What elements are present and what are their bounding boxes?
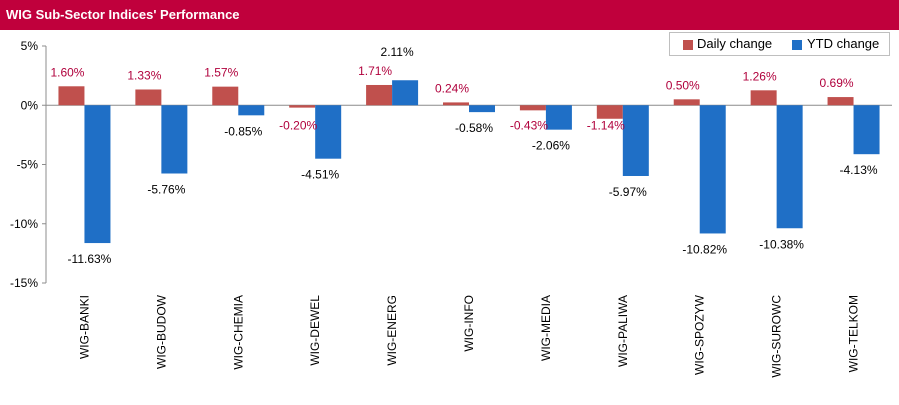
bar-daily-change <box>212 86 239 106</box>
y-tick-label: -5% <box>17 158 39 172</box>
bar-ytd-change <box>622 105 649 176</box>
bar-ytd-change <box>238 105 265 116</box>
bar-daily-change <box>366 84 393 106</box>
bar-ytd-change <box>776 105 803 229</box>
bar-ytd-change <box>545 105 572 130</box>
data-label-daily: 1.60% <box>50 65 84 79</box>
legend-label-ytd: YTD change <box>807 36 880 51</box>
data-label-daily: 1.26% <box>743 69 777 83</box>
data-label-daily: 1.33% <box>127 68 161 82</box>
data-label-daily: 0.69% <box>820 76 854 90</box>
bar-daily-change <box>135 89 162 106</box>
data-label-ytd: -2.06% <box>532 139 570 153</box>
chart-legend: Daily change YTD change <box>669 32 890 56</box>
x-category-label: WIG-CHEMIA <box>231 295 245 370</box>
data-label-ytd: -5.76% <box>147 183 185 197</box>
bar-ytd-change <box>392 80 419 106</box>
x-category-label: WIG-INFO <box>462 295 476 352</box>
data-label-daily: 0.24% <box>435 81 469 95</box>
bar-ytd-change <box>161 105 188 174</box>
y-tick-label: 5% <box>21 39 39 53</box>
bar-daily-change <box>289 105 316 108</box>
chart-title: WIG Sub-Sector Indices' Performance <box>6 7 240 22</box>
data-label-daily: 1.57% <box>204 66 238 80</box>
legend-swatch-ytd <box>792 40 802 50</box>
bar-ytd-change <box>699 105 726 234</box>
bar-daily-change <box>827 97 854 106</box>
x-category-label: WIG-ENERG <box>385 295 399 366</box>
data-label-daily: -0.20% <box>279 118 317 132</box>
data-label-ytd: -10.82% <box>682 242 727 256</box>
bar-ytd-change <box>84 105 111 244</box>
x-category-label: WIG-BANKI <box>77 295 91 359</box>
legend-swatch-daily <box>683 40 693 50</box>
data-label-ytd: -11.63% <box>68 252 112 266</box>
data-label-ytd: 2.11% <box>381 45 414 59</box>
x-category-label: WIG-TELKOM <box>847 295 861 372</box>
y-tick-label: 0% <box>21 98 39 112</box>
bar-daily-change <box>519 105 546 111</box>
x-category-label: WIG-PALIWA <box>616 295 630 367</box>
x-category-label: WIG-DEWEL <box>308 295 322 366</box>
bar-daily-change <box>58 86 85 106</box>
data-label-ytd: -4.13% <box>840 163 878 177</box>
bar-ytd-change <box>315 105 342 159</box>
data-label-daily: -0.43% <box>510 118 548 132</box>
y-tick-label: -10% <box>10 217 38 231</box>
data-label-ytd: -0.85% <box>224 124 262 138</box>
data-label-ytd: -0.58% <box>455 121 493 135</box>
x-category-label: WIG-MEDIA <box>539 295 553 361</box>
x-category-label: WIG-SPOZYW <box>693 294 707 375</box>
data-label-daily: 0.50% <box>666 78 700 92</box>
data-label-daily: 1.71% <box>358 64 392 78</box>
legend-label-daily: Daily change <box>697 36 773 51</box>
bar-daily-change <box>596 105 623 119</box>
data-label-ytd: -4.51% <box>301 168 339 182</box>
x-category-label: WIG-BUDOW <box>154 294 168 369</box>
chart-header: WIG Sub-Sector Indices' Performance <box>0 0 899 30</box>
bar-daily-change <box>443 102 469 106</box>
data-label-ytd: -10.38% <box>759 237 804 251</box>
y-tick-label: -15% <box>10 276 38 290</box>
data-label-daily: -1.14% <box>587 118 625 132</box>
bar-daily-change <box>673 99 700 106</box>
bar-ytd-change <box>469 105 495 113</box>
data-label-ytd: -5.97% <box>609 185 647 199</box>
bar-daily-change <box>750 90 777 106</box>
bar-ytd-change <box>853 105 880 155</box>
x-category-label: WIG-SUROWC <box>770 295 784 378</box>
